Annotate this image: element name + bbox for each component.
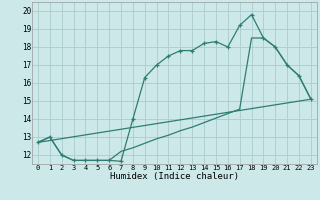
X-axis label: Humidex (Indice chaleur): Humidex (Indice chaleur) <box>110 172 239 181</box>
